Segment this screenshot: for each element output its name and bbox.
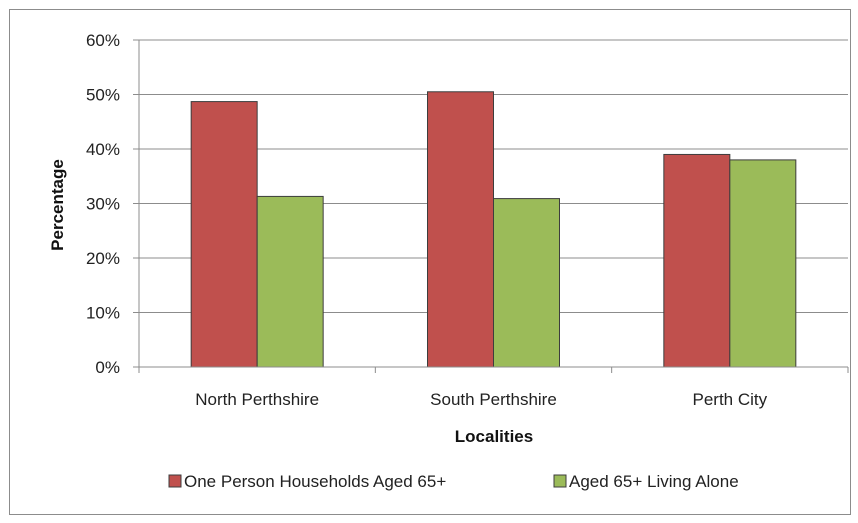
bar — [427, 91, 494, 368]
legend: One Person Households Aged 65+ Aged 65+ L… — [168, 472, 739, 491]
bar — [493, 198, 560, 368]
bars — [190, 91, 797, 368]
legend-label: Aged 65+ Living Alone — [569, 472, 739, 491]
legend-label: One Person Households Aged 65+ — [184, 472, 446, 491]
x-tick-label: Perth City — [693, 390, 768, 409]
y-tick-label: 30% — [86, 195, 120, 214]
bar — [729, 159, 797, 368]
y-tick-label: 20% — [86, 249, 120, 268]
y-tick-label: 50% — [86, 86, 120, 105]
x-tick-labels: North Perthshire South Perthshire Perth Ci… — [195, 390, 767, 409]
y-tick-labels: 0% 10% 20% 30% 40% 50% 60% — [86, 31, 120, 377]
x-tick-label: North Perthshire — [195, 390, 319, 409]
y-axis-title: Percentage — [48, 159, 67, 251]
legend-swatch — [553, 474, 567, 488]
y-tick-label: 10% — [86, 304, 120, 323]
y-tick-label: 40% — [86, 140, 120, 159]
y-tick-label: 60% — [86, 31, 120, 50]
x-axis-title: Localities — [455, 427, 533, 446]
bar — [663, 153, 731, 368]
bar — [256, 195, 324, 368]
bar — [190, 101, 258, 368]
legend-swatch — [168, 474, 182, 488]
y-tick-label: 0% — [95, 358, 120, 377]
axes — [138, 40, 849, 373]
x-tick-label: South Perthshire — [430, 390, 557, 409]
